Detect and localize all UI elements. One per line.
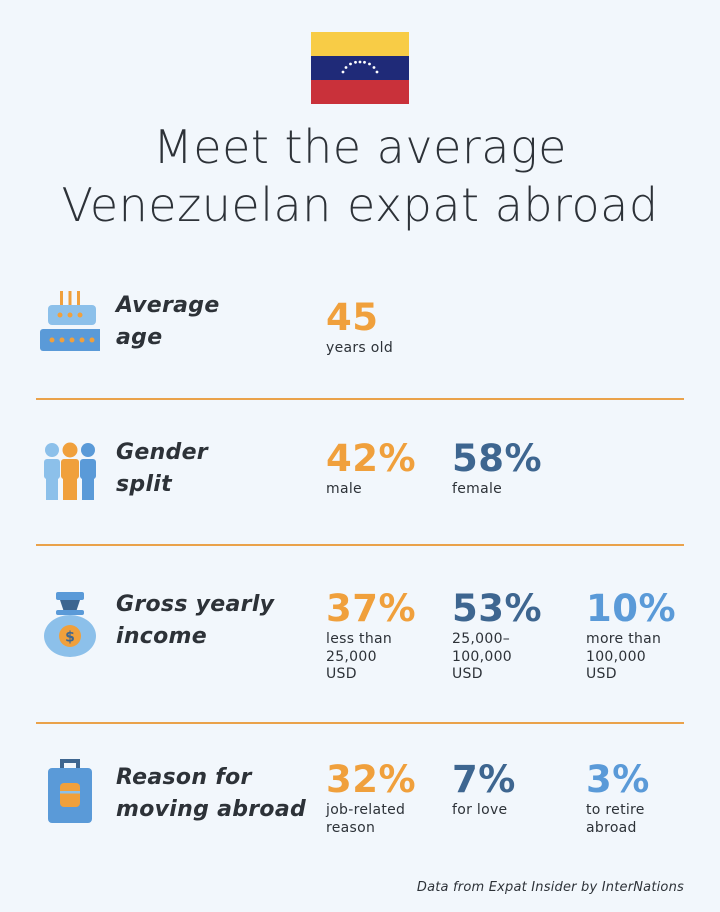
desc-line: more than <box>586 631 662 647</box>
label-line: moving abroad <box>116 797 307 822</box>
label-line: Reason for <box>116 765 252 790</box>
stat-job-related: 32% job-related reason <box>326 759 416 837</box>
desc-line: USD <box>326 666 357 682</box>
stat-value: 10% <box>586 587 677 630</box>
stat-value: 58% <box>452 437 543 480</box>
stat-desc: for love <box>452 802 516 820</box>
stat-income-high: 10% more than 100,000 USD <box>586 588 676 684</box>
desc-line: years old <box>326 340 394 356</box>
stat-income-mid: 53% 25,000– 100,000 USD <box>452 588 542 684</box>
stat-desc: years old <box>326 340 393 358</box>
desc-line: USD <box>586 666 617 682</box>
stat-desc: female <box>452 481 542 499</box>
label-line: split <box>116 472 172 497</box>
stat-value: 53% <box>452 587 543 630</box>
stat-age: 45 years old <box>326 297 393 358</box>
label-line: Average <box>116 293 220 318</box>
stat-value: 45 <box>326 296 379 339</box>
birthday-cake-icon <box>40 291 100 351</box>
page-title: Meet the average Venezuelan expat abroad <box>0 118 720 234</box>
desc-line: USD <box>452 666 483 682</box>
stat-value: 3% <box>586 758 650 801</box>
stars-arc-icon <box>341 60 379 74</box>
stat-desc: job-related reason <box>326 802 416 837</box>
stat-to-retire: 3% to retire abroad <box>586 759 650 837</box>
desc-line: male <box>326 481 362 497</box>
section-label: Gross yearly income <box>116 589 274 653</box>
desc-line: 25,000– <box>452 631 511 647</box>
section-average-age: Average age 45 years old <box>36 285 684 375</box>
section-divider <box>36 398 684 400</box>
stat-male: 42% male <box>326 438 416 499</box>
desc-line: 100,000 <box>586 648 646 665</box>
stat-for-love: 7% for love <box>452 759 516 820</box>
desc-line: less than <box>326 631 393 647</box>
suitcase-icon <box>48 759 92 823</box>
stat-desc: male <box>326 481 416 499</box>
stat-value: 42% <box>326 437 417 480</box>
label-line: age <box>116 325 163 350</box>
venezuela-flag <box>311 32 409 104</box>
desc-line: reason <box>326 819 376 836</box>
svg-text:$: $ <box>65 630 75 646</box>
stat-value: 7% <box>452 758 516 801</box>
stat-value: 32% <box>326 758 417 801</box>
label-line: Gender <box>116 440 208 465</box>
section-gross-yearly-income: $ Gross yearly income 37% less than 25,0… <box>36 584 684 694</box>
desc-line: to retire <box>586 802 645 818</box>
desc-line: abroad <box>586 819 637 836</box>
section-gender-split: Gender split 42% male 58% female <box>36 432 684 522</box>
desc-line: 25,000 <box>326 648 377 665</box>
label-line: Gross yearly <box>116 592 275 617</box>
desc-line: female <box>452 481 503 497</box>
section-reason-for-moving: Reason for moving abroad 32% job-related… <box>36 757 684 857</box>
stat-female: 58% female <box>452 438 542 499</box>
money-bag-icon: $ <box>44 592 96 657</box>
title-line-1: Meet the average <box>153 120 567 174</box>
people-icon <box>44 442 96 500</box>
stat-income-low: 37% less than 25,000 USD <box>326 588 416 684</box>
section-label: Reason for moving abroad <box>116 762 306 826</box>
desc-line: for love <box>452 802 508 818</box>
section-divider <box>36 544 684 546</box>
stat-desc: more than 100,000 USD <box>586 631 676 684</box>
stat-value: 37% <box>326 587 417 630</box>
section-label: Average age <box>116 290 220 354</box>
section-label: Gender split <box>116 437 208 501</box>
stat-desc: to retire abroad <box>586 802 650 837</box>
desc-line: job-related <box>326 802 406 818</box>
label-line: income <box>116 624 208 649</box>
source-footer: Data from Expat Insider by InterNations <box>416 880 684 895</box>
stat-desc: 25,000– 100,000 USD <box>452 631 542 684</box>
title-line-2: Venezuelan expat abroad <box>61 178 659 232</box>
section-divider <box>36 722 684 724</box>
desc-line: 100,000 <box>452 648 512 665</box>
stat-desc: less than 25,000 USD <box>326 631 416 684</box>
